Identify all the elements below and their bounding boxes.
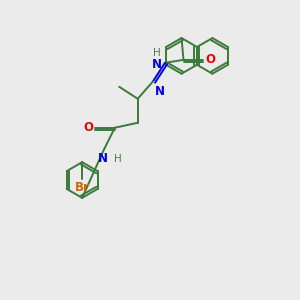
Text: N: N (155, 85, 165, 98)
Text: H: H (153, 48, 161, 58)
Text: N: N (98, 152, 108, 166)
Text: O: O (83, 121, 93, 134)
Text: O: O (205, 53, 215, 66)
Text: Br: Br (75, 181, 90, 194)
Text: H: H (114, 154, 122, 164)
Text: N: N (152, 58, 162, 71)
